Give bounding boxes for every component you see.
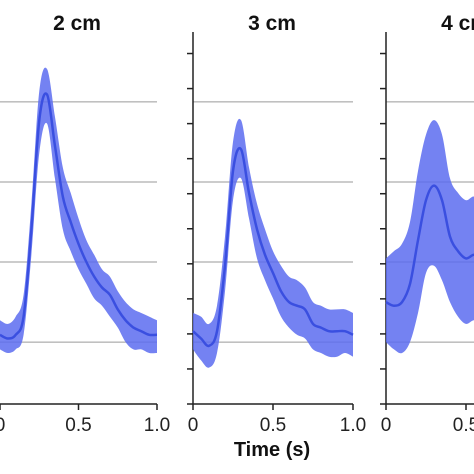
panel-2cm: 0 0.5 1.0 2 cm — [0, 12, 170, 436]
panel-title: 2 cm — [53, 12, 101, 35]
x-tick-label: 0 — [0, 415, 5, 436]
x-tick-label: 0.5 — [453, 415, 474, 436]
panel-3cm: 0 0.5 1.0 3 cm — [187, 12, 366, 436]
x-tick-label: 0.5 — [260, 415, 286, 436]
mean-line — [385, 184, 474, 307]
x-tick-label: 1.0 — [340, 415, 366, 436]
mean-line — [192, 147, 354, 348]
x-tick-label: 0.5 — [65, 415, 91, 436]
x-tick-label: 0 — [188, 415, 199, 436]
x-tick-label: 0 — [381, 415, 392, 436]
x-axis-label: Time (s) — [234, 439, 310, 461]
panel-title: 3 cm — [248, 12, 296, 35]
mean-line — [0, 92, 158, 340]
confidence-band — [0, 67, 157, 354]
confidence-band — [386, 120, 474, 354]
panel-title: 4 cm — [441, 12, 474, 35]
panel-4cm: 0 0.5 4 cm — [380, 12, 474, 436]
x-tick-label: 1.0 — [144, 415, 170, 436]
